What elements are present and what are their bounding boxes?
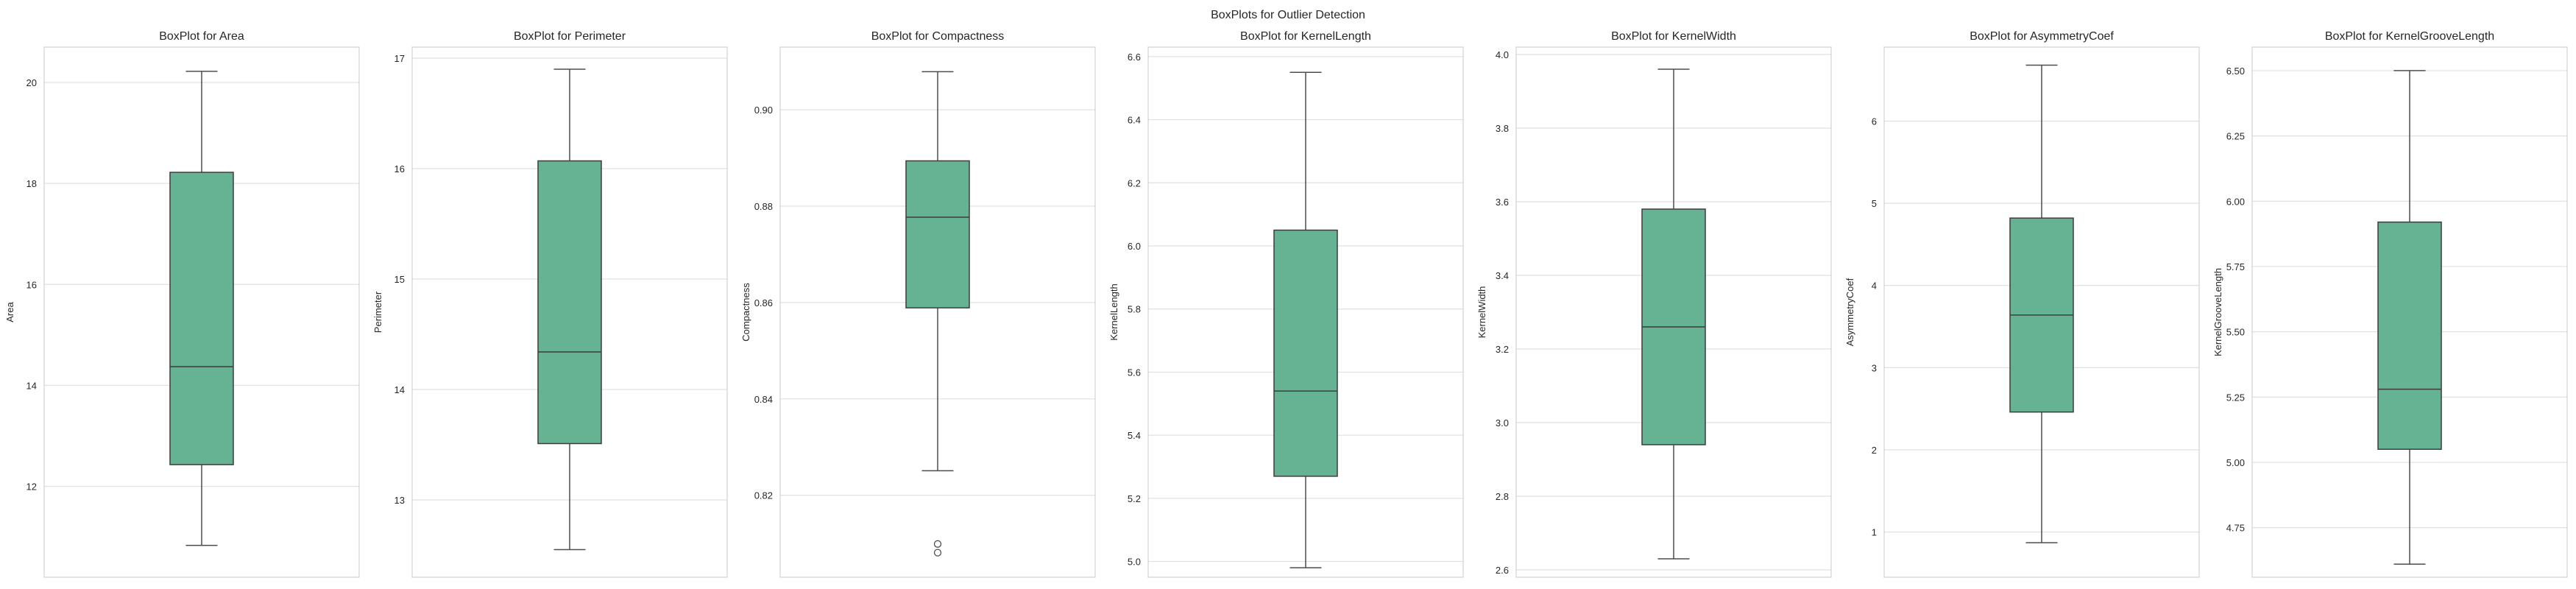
y-tick-label: 2.8 [1496, 491, 1509, 502]
y-tick-label: 4.75 [2226, 523, 2245, 534]
outlier-point [933, 549, 942, 557]
y-tick-label: 3.0 [1496, 417, 1509, 428]
y-tick-label: 6.50 [2226, 66, 2245, 77]
y-tick-label: 5.8 [1128, 304, 1141, 315]
y-tick-label: 20 [26, 77, 37, 88]
y-tick-label: 2 [1872, 445, 1877, 456]
subplot-title: BoxPlot for Perimeter [514, 30, 626, 43]
y-tick-label: 5.4 [1128, 430, 1141, 441]
y-tick-label: 5.50 [2226, 327, 2245, 338]
y-tick-label: 5.25 [2226, 392, 2245, 403]
boxplot-4: 5.0 5.2 5.4 5.6 5.8 6.0 6.2 6.4 6.6 BoxPlot for K… [1108, 30, 1464, 578]
y-tick-label: 5 [1872, 198, 1877, 209]
y-tick-label: 5.0 [1128, 557, 1141, 568]
iqr-box [169, 172, 234, 465]
iqr-box [905, 160, 970, 308]
y-tick-label: 3 [1872, 362, 1877, 373]
axes-frame [1515, 46, 1832, 578]
boxplot-7: 4.75 5.00 5.25 5.50 5.75 6.00 6.25 6.50 BoxPlot … [2212, 30, 2568, 578]
y-tick-label: 16 [394, 163, 405, 174]
y-tick-label: 0.90 [754, 105, 773, 116]
boxplot-3: 0.82 0.84 0.86 0.88 0.90 BoxPlot for Compactn… [740, 30, 1096, 578]
boxplot-2: 13 14 15 16 17 BoxPlot for Perimeter Perimeter [372, 30, 728, 578]
y-tick-label: 0.82 [754, 490, 773, 501]
y-tick-label: 5.00 [2226, 457, 2245, 468]
y-tick-label: 13 [394, 495, 405, 506]
y-tick-label: 0.88 [754, 201, 773, 212]
subplot-title: BoxPlot for KernelGrooveLength [2325, 30, 2494, 43]
y-axis-label: KernelGrooveLength [2212, 268, 2223, 356]
axes-frame [779, 46, 1096, 578]
y-tick-label: 6 [1872, 116, 1877, 127]
y-axis-label: Compactness [740, 283, 751, 342]
iqr-box [2377, 221, 2442, 450]
y-tick-label: 6.0 [1128, 241, 1141, 252]
y-tick-label: 15 [394, 274, 405, 285]
y-tick-label: 14 [26, 380, 37, 391]
y-tick-label: 0.86 [754, 297, 773, 308]
y-tick-label: 0.84 [754, 394, 773, 405]
y-tick-label: 16 [26, 279, 37, 290]
y-tick-label: 3.2 [1496, 344, 1509, 355]
subplot-title: BoxPlot for Area [159, 30, 244, 43]
y-tick-label: 6.6 [1128, 52, 1141, 63]
y-tick-label: 3.4 [1496, 270, 1509, 281]
y-tick-label: 12 [26, 482, 37, 493]
axes-frame [43, 46, 360, 578]
y-tick-label: 17 [394, 53, 405, 64]
y-tick-label: 6.2 [1128, 177, 1141, 188]
y-tick-label: 1 [1872, 527, 1877, 538]
subplot-title: BoxPlot for KernelLength [1240, 30, 1371, 43]
axes-frame [1883, 46, 2200, 578]
y-tick-label: 5.2 [1128, 493, 1141, 504]
iqr-box [1273, 229, 1338, 477]
y-tick-label: 4 [1872, 281, 1877, 292]
y-tick-label: 6.00 [2226, 196, 2245, 207]
y-tick-label: 2.6 [1496, 565, 1509, 576]
y-axis-label: KernelLength [1108, 283, 1119, 340]
subplot-title: BoxPlot for Compactness [871, 30, 1005, 43]
figure-title: BoxPlots for Outlier Detection [1211, 9, 1365, 21]
y-tick-label: 6.4 [1128, 115, 1141, 126]
axes-frame [1147, 46, 1464, 578]
outlier-point [933, 540, 942, 548]
y-tick-label: 18 [26, 178, 37, 189]
subplot-title: BoxPlot for AsymmetryCoef [1970, 30, 2114, 43]
axes-frame [2251, 46, 2568, 578]
subplot-title: BoxPlot for KernelWidth [1611, 30, 1736, 43]
y-axis-label: Perimeter [372, 291, 383, 333]
y-tick-label: 5.75 [2226, 261, 2245, 272]
y-tick-label: 14 [394, 384, 405, 395]
y-tick-label: 4.0 [1496, 49, 1509, 60]
y-axis-label: Area [4, 302, 15, 322]
boxplot-5: 2.6 2.8 3.0 3.2 3.4 3.6 3.8 4.0 BoxPlot for Kern… [1476, 30, 1832, 578]
boxplot-1: 12 14 16 18 20 BoxPlot for Area Area [4, 30, 360, 578]
y-tick-label: 3.6 [1496, 197, 1509, 208]
y-tick-label: 3.8 [1496, 123, 1509, 134]
boxplot-6: 1 2 3 4 5 6 BoxPlot for AsymmetryCoef Asymmetry… [1844, 30, 2200, 578]
y-tick-label: 6.25 [2226, 131, 2245, 142]
y-axis-label: KernelWidth [1476, 286, 1487, 339]
y-axis-label: AsymmetryCoef [1844, 278, 1855, 346]
axes-frame [411, 46, 728, 578]
y-tick-label: 5.6 [1128, 367, 1141, 378]
iqr-box [537, 160, 602, 445]
